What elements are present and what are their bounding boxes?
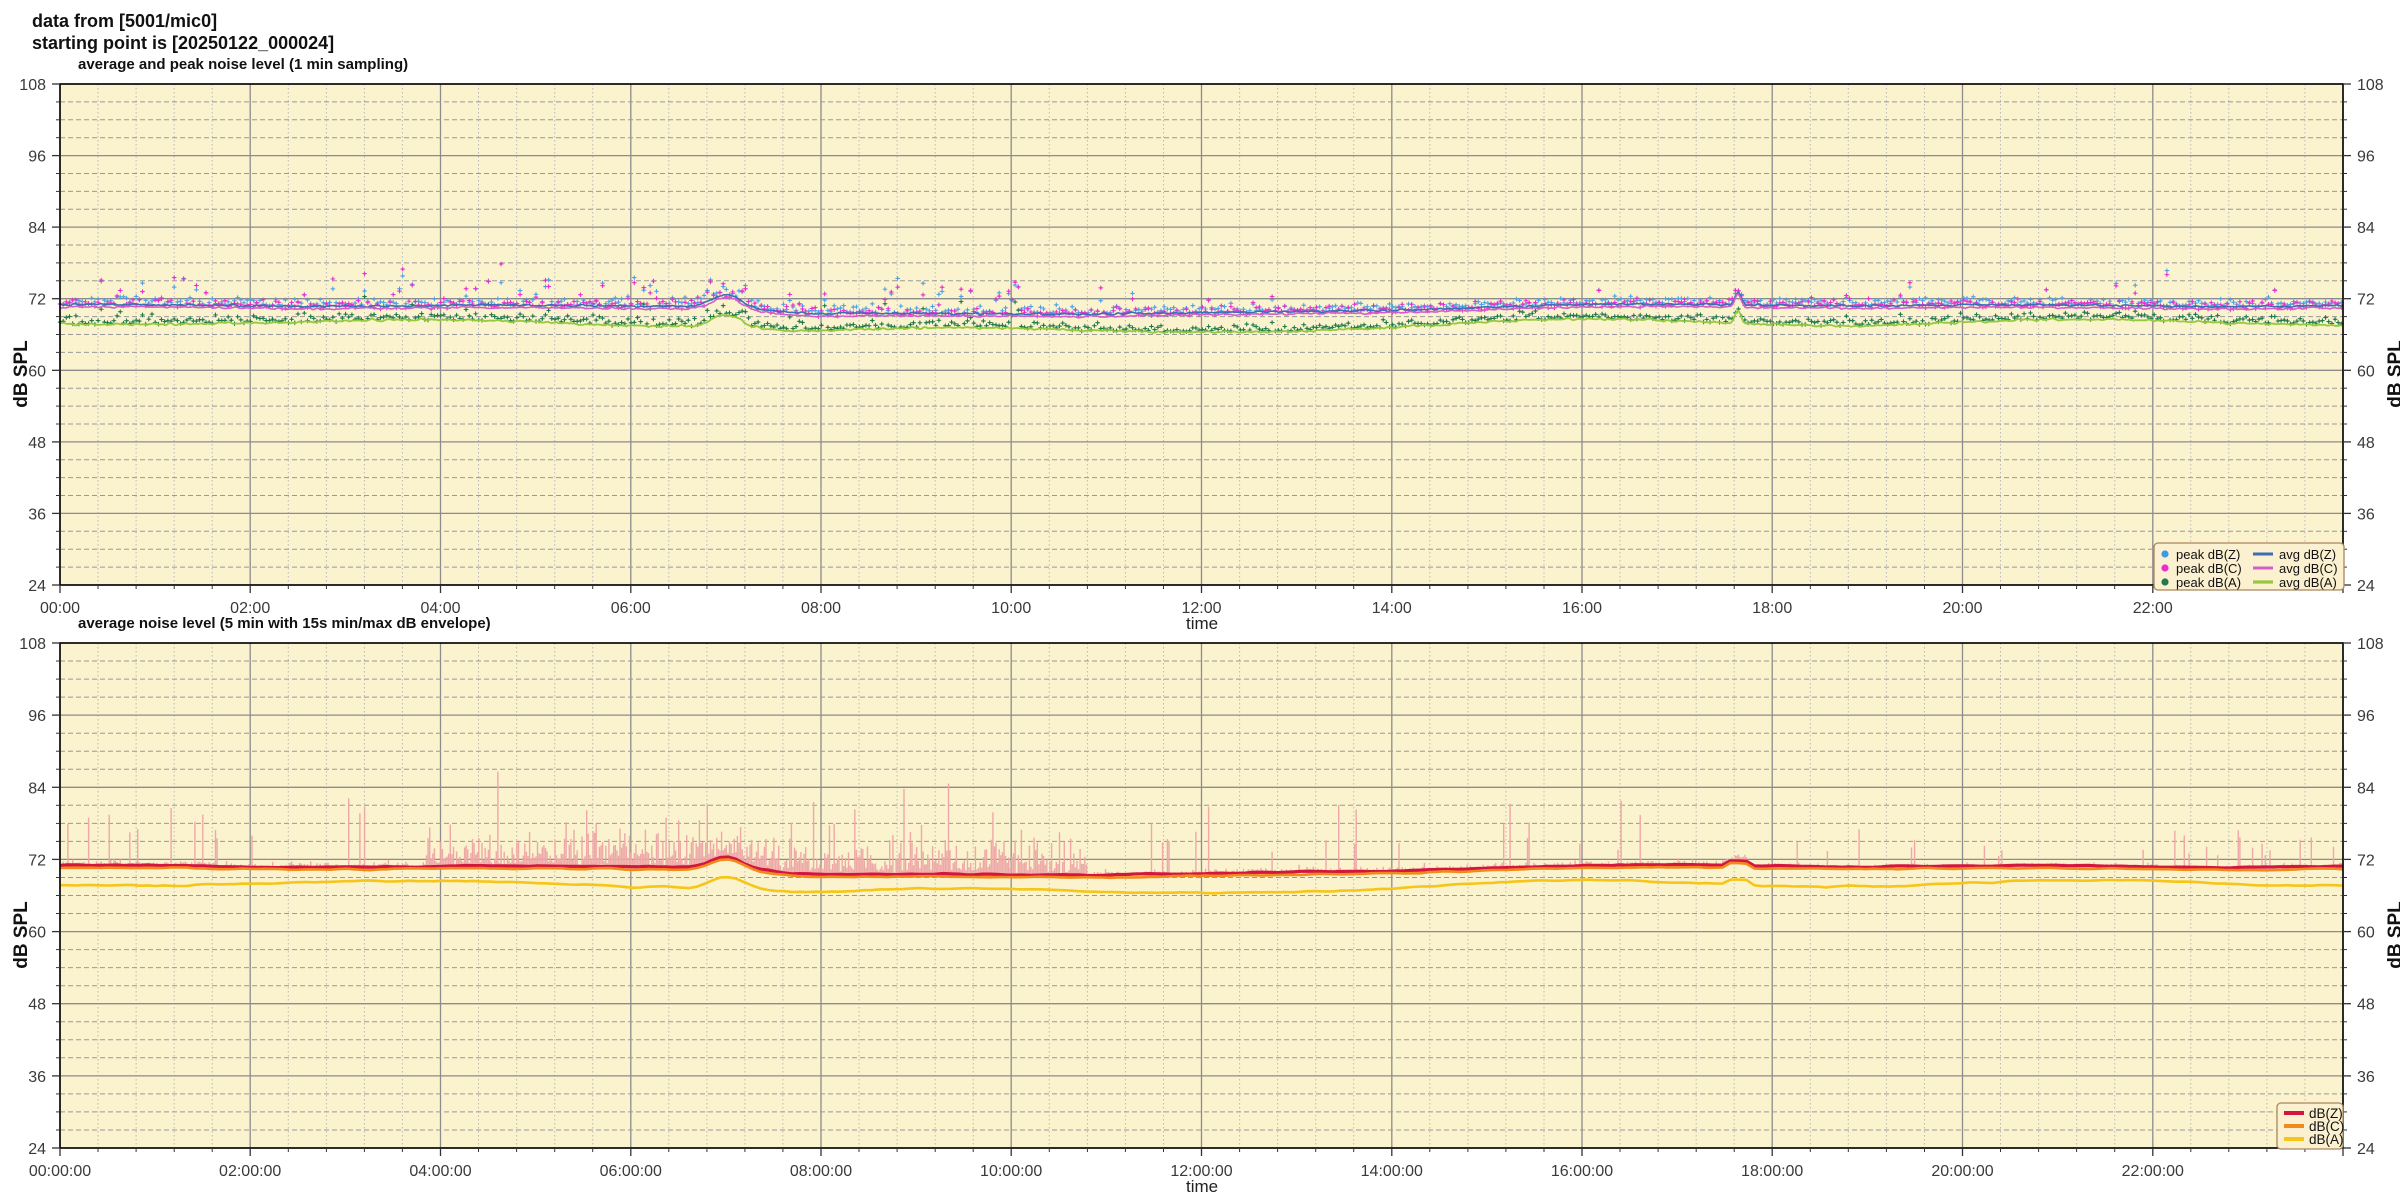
svg-text:avg dB(A): avg dB(A) xyxy=(2279,575,2337,590)
svg-text:36: 36 xyxy=(2357,506,2375,523)
svg-text:108: 108 xyxy=(2357,636,2384,653)
svg-text:02:00: 02:00 xyxy=(230,600,270,617)
svg-text:08:00: 08:00 xyxy=(801,600,841,617)
svg-text:36: 36 xyxy=(28,506,46,523)
svg-text:24: 24 xyxy=(28,1141,46,1158)
svg-text:48: 48 xyxy=(28,435,46,452)
svg-text:48: 48 xyxy=(2357,435,2375,452)
svg-text:60: 60 xyxy=(2357,363,2375,380)
svg-text:20:00:00: 20:00:00 xyxy=(1931,1163,1993,1180)
svg-text:dB SPL: dB SPL xyxy=(2385,340,2400,408)
svg-text:10:00:00: 10:00:00 xyxy=(980,1163,1042,1180)
svg-text:24: 24 xyxy=(28,578,46,595)
svg-text:72: 72 xyxy=(28,852,46,869)
svg-text:20:00: 20:00 xyxy=(1942,600,1982,617)
svg-text:12:00: 12:00 xyxy=(1181,600,1221,617)
svg-text:peak dB(A): peak dB(A) xyxy=(2176,575,2241,590)
svg-text:72: 72 xyxy=(28,292,46,309)
svg-text:96: 96 xyxy=(2357,149,2375,166)
svg-text:60: 60 xyxy=(2357,925,2375,942)
svg-text:10:00: 10:00 xyxy=(991,600,1031,617)
svg-text:16:00: 16:00 xyxy=(1562,600,1602,617)
svg-text:14:00:00: 14:00:00 xyxy=(1361,1163,1423,1180)
svg-text:dB SPL: dB SPL xyxy=(11,340,32,408)
svg-text:24: 24 xyxy=(2357,1141,2375,1158)
svg-text:06:00: 06:00 xyxy=(611,600,651,617)
svg-text:peak dB(Z): peak dB(Z) xyxy=(2176,547,2240,562)
svg-text:12:00:00: 12:00:00 xyxy=(1170,1163,1232,1180)
svg-text:dB SPL: dB SPL xyxy=(11,901,32,969)
svg-text:06:00:00: 06:00:00 xyxy=(600,1163,662,1180)
svg-text:84: 84 xyxy=(28,220,46,237)
svg-text:22:00:00: 22:00:00 xyxy=(2122,1163,2184,1180)
svg-text:18:00:00: 18:00:00 xyxy=(1741,1163,1803,1180)
svg-text:14:00: 14:00 xyxy=(1372,600,1412,617)
svg-text:84: 84 xyxy=(2357,780,2375,797)
svg-text:16:00:00: 16:00:00 xyxy=(1551,1163,1613,1180)
svg-text:84: 84 xyxy=(28,780,46,797)
svg-text:18:00: 18:00 xyxy=(1752,600,1792,617)
svg-text:72: 72 xyxy=(2357,292,2375,309)
svg-text:96: 96 xyxy=(28,149,46,166)
svg-text:36: 36 xyxy=(28,1069,46,1086)
svg-text:96: 96 xyxy=(2357,708,2375,725)
svg-text:48: 48 xyxy=(28,997,46,1014)
svg-text:108: 108 xyxy=(19,77,46,94)
svg-text:avg dB(C): avg dB(C) xyxy=(2279,561,2338,576)
svg-text:04:00: 04:00 xyxy=(420,600,460,617)
svg-text:84: 84 xyxy=(2357,220,2375,237)
svg-text:96: 96 xyxy=(28,708,46,725)
svg-text:108: 108 xyxy=(2357,77,2384,94)
svg-text:dB SPL: dB SPL xyxy=(2385,901,2400,969)
svg-text:48: 48 xyxy=(2357,997,2375,1014)
svg-text:22:00: 22:00 xyxy=(2133,600,2173,617)
svg-text:00:00:00: 00:00:00 xyxy=(29,1163,91,1180)
svg-text:08:00:00: 08:00:00 xyxy=(790,1163,852,1180)
svg-text:24: 24 xyxy=(2357,578,2375,595)
svg-text:dB(A): dB(A) xyxy=(2309,1132,2344,1147)
svg-text:avg dB(Z): avg dB(Z) xyxy=(2279,547,2336,562)
svg-text:04:00:00: 04:00:00 xyxy=(409,1163,471,1180)
svg-text:72: 72 xyxy=(2357,852,2375,869)
svg-text:peak dB(C): peak dB(C) xyxy=(2176,561,2242,576)
svg-text:108: 108 xyxy=(19,636,46,653)
svg-text:00:00: 00:00 xyxy=(40,600,80,617)
svg-text:36: 36 xyxy=(2357,1069,2375,1086)
svg-text:02:00:00: 02:00:00 xyxy=(219,1163,281,1180)
